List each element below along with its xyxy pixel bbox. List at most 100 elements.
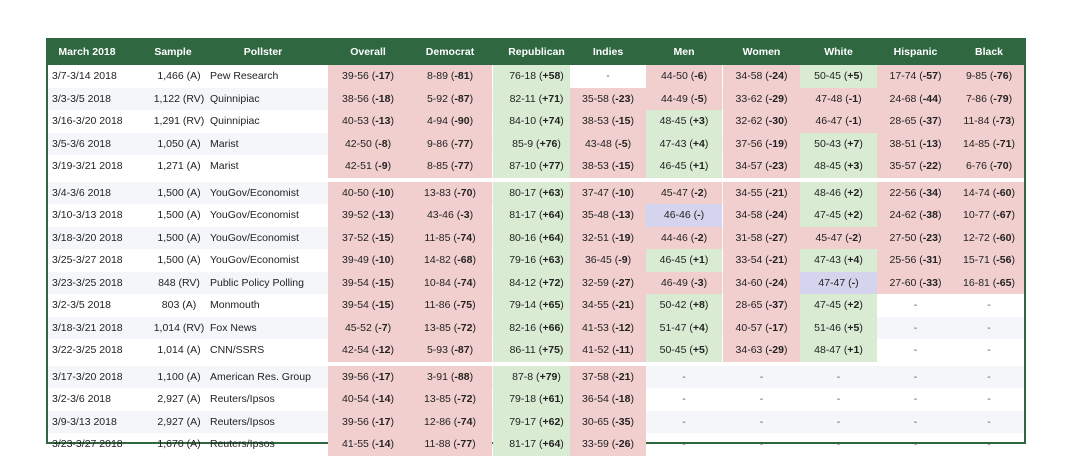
cell-pollster: YouGov/Economist <box>210 231 299 244</box>
cell-black-range: 14-74 <box>963 186 990 199</box>
cell-indies-net: -12 <box>615 321 631 334</box>
cell-men: 44-50 (-6) <box>646 65 722 88</box>
cell-republican-net: +66 <box>542 321 561 334</box>
cell-indies: 33-59 (-26) <box>570 433 646 456</box>
cell-overall-range: 40-54 <box>342 393 369 405</box>
cell-black-range: 7-86 <box>965 92 987 105</box>
cell-women-range: 34-55 <box>735 186 763 199</box>
cell-women-net: -23 <box>768 160 784 172</box>
cell-black: 7-86 (-79) <box>954 87 1024 110</box>
cell-black-range: 16-81 <box>963 276 990 289</box>
cell-democrat: 13-85 (-72) <box>408 388 492 411</box>
cell-men: 48-45 (+3) <box>646 110 722 133</box>
cell-women-range: 34-58 <box>735 70 763 82</box>
cell-pollster: Marist <box>210 137 239 150</box>
cell-republican-range: 85-9 <box>512 137 534 150</box>
cell-hispanic: - <box>877 388 954 411</box>
cell-white: - <box>800 433 877 456</box>
cell-dates: 3/23-3/25 2018 <box>52 276 123 289</box>
cell-black-range: - <box>987 438 991 450</box>
cell-republican-net: +74 <box>542 115 561 127</box>
cell-hispanic-range: - <box>913 299 918 311</box>
cell-men-range: - <box>682 415 686 428</box>
cell-indies-net: -21 <box>615 299 631 311</box>
header-democrat: Democrat <box>425 46 475 58</box>
cell-hispanic: 22-56 (-34) <box>877 181 954 204</box>
cell-republican: 79-17 (+62) <box>493 410 580 433</box>
cell-women: 34-58 (-24) <box>723 65 800 88</box>
cell-hispanic-net: -57 <box>922 70 938 82</box>
cell-men: 44-49 (-5) <box>646 87 722 110</box>
cell-overall-range: 40-53 <box>342 115 369 127</box>
cell-indies-range: - <box>606 70 610 82</box>
cell-white-range: 47-48 <box>815 92 843 105</box>
cell-white-range: - <box>836 415 841 428</box>
cell-overall: 40-50 (-10) <box>328 181 408 204</box>
cell-republican-range: 81-17 <box>509 209 537 221</box>
cell-men-net: +1 <box>692 254 705 266</box>
cell-sample: 1,014 (RV) <box>153 321 205 334</box>
cell-republican: 79-16 (+63) <box>493 249 580 272</box>
cell-overall: 45-52 (-7) <box>328 316 408 339</box>
cell-hispanic-range: 27-50 <box>889 231 917 244</box>
cell-sample: 1,100 (A) <box>157 370 201 383</box>
cell-overall-net: -17 <box>375 70 391 82</box>
cell-democrat: 11-86 (-75) <box>408 294 492 317</box>
cell-hispanic-range: 35-57 <box>889 160 917 172</box>
cell-men-range: 44-49 <box>660 92 688 105</box>
cell-men: 46-46 (-) <box>646 204 722 227</box>
cell-black-net: -71 <box>996 137 1012 150</box>
header-march-2018: March 2018 <box>58 46 116 58</box>
cell-men-range: 46-46 <box>663 209 691 221</box>
cell-republican-range: 79-14 <box>509 299 537 311</box>
cell-republican: 82-11 (+71) <box>493 87 580 110</box>
cell-democrat-range: 10-84 <box>424 276 451 289</box>
cell-men-net: +4 <box>692 321 705 334</box>
cell-overall-net: -17 <box>375 370 391 383</box>
cell-black: 10-77 (-67) <box>954 204 1024 227</box>
cell-indies: 38-53 (-15) <box>570 155 646 178</box>
cell-republican-range: 79-17 <box>509 415 537 428</box>
cell-democrat: 4-94 (-90) <box>408 110 492 133</box>
cell-overall-range: 45-52 <box>344 321 372 334</box>
cell-republican-net: +76 <box>539 137 558 150</box>
cell-democrat: 8-85 (-77) <box>408 155 492 178</box>
cell-overall-net: -15 <box>375 231 391 244</box>
cell-indies: 35-48 (-13) <box>570 204 646 227</box>
cell-white-net: +3 <box>847 160 860 172</box>
cell-women-net: -17 <box>768 321 784 334</box>
cell-white: 50-43 (+7) <box>800 132 877 155</box>
cell-men-range: 50-42 <box>659 299 687 311</box>
cell-indies-net: -15 <box>615 160 631 172</box>
cell-indies: 36-45 (-9) <box>570 249 646 272</box>
cell-black-range: - <box>987 299 991 311</box>
cell-sample: 1,500 (A) <box>157 209 201 221</box>
cell-men-net: +8 <box>692 299 705 311</box>
cell-republican: 87-10 (+77) <box>493 155 580 178</box>
cell-black: - <box>954 339 1024 362</box>
cell-democrat-range: 13-83 <box>424 186 451 199</box>
table-row: 3/18-3/20 2018 1,500 (A) YouGov/Economist 3… <box>48 226 1024 249</box>
cell-democrat-net: -77 <box>456 438 473 450</box>
cell-women: 34-63 (-29) <box>723 339 800 362</box>
cell-black-range: - <box>987 370 991 383</box>
cell-overall-range: 42-54 <box>342 344 369 356</box>
cell-women: 34-55 (-21) <box>723 181 800 204</box>
cell-indies-net: -11 <box>615 344 631 356</box>
cell-women-net: -24 <box>768 70 784 82</box>
cell-overall-range: 42-51 <box>344 160 372 172</box>
cell-black: - <box>954 433 1024 456</box>
cell-black-range: - <box>987 321 991 334</box>
cell-indies-net: -10 <box>615 186 631 199</box>
cell-black: - <box>954 317 1024 340</box>
cell-overall-range: 39-56 <box>342 415 369 428</box>
cell-men-range: 50-45 <box>659 344 687 356</box>
cell-white: 50-45 (+5) <box>800 65 877 88</box>
cell-indies-range: 32-59 <box>582 276 609 289</box>
cell-pollster: Pew Research <box>210 70 279 82</box>
cell-overall-net: -13 <box>375 209 391 221</box>
cell-republican-net: +64 <box>542 209 561 221</box>
cell-hispanic: 28-65 (-37) <box>877 110 954 133</box>
cell-women-range: 28-65 <box>735 299 763 311</box>
cell-hispanic: - <box>877 339 954 362</box>
